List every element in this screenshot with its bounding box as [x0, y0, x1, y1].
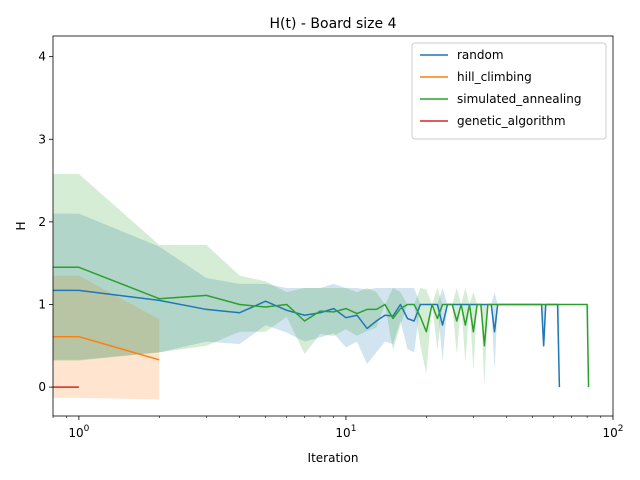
- band-hill-climbing: [53, 275, 160, 400]
- y-tick-label: 2: [38, 215, 46, 229]
- y-tick-label: 1: [38, 297, 46, 311]
- legend-label: hill_climbing: [457, 70, 532, 84]
- y-axis-ticks: 0 1 2 3 4: [38, 50, 53, 394]
- line-hill-climbing: [53, 335, 160, 361]
- x-axis-label: Iteration: [308, 451, 359, 465]
- x-tick-label: 101: [335, 424, 356, 440]
- confidence-bands: [53, 173, 589, 400]
- x-tick-label: 100: [68, 424, 89, 440]
- legend-label: random: [457, 48, 504, 62]
- y-tick-label: 3: [38, 132, 46, 146]
- legend-label: genetic_algorithm: [457, 114, 566, 128]
- y-tick-label: 4: [38, 50, 46, 64]
- legend-box: [411, 42, 607, 140]
- y-axis-label: H: [14, 221, 28, 230]
- chart-title: H(t) - Board size 4: [270, 16, 397, 32]
- plot-frame: [52, 35, 614, 417]
- x-tick-label: 102: [602, 424, 623, 440]
- legend-label: simulated_annealing: [457, 92, 581, 106]
- line-simulated-annealing: [53, 266, 590, 388]
- legend: random hill_climbing simulated_annealingge…: [411, 42, 607, 140]
- x-axis-ticks: 100 101 102: [52, 416, 624, 440]
- series-lines: [53, 266, 590, 388]
- band-random: [53, 213, 560, 388]
- y-tick-label: 0: [38, 380, 46, 394]
- band-simulated-annealing: [53, 173, 589, 388]
